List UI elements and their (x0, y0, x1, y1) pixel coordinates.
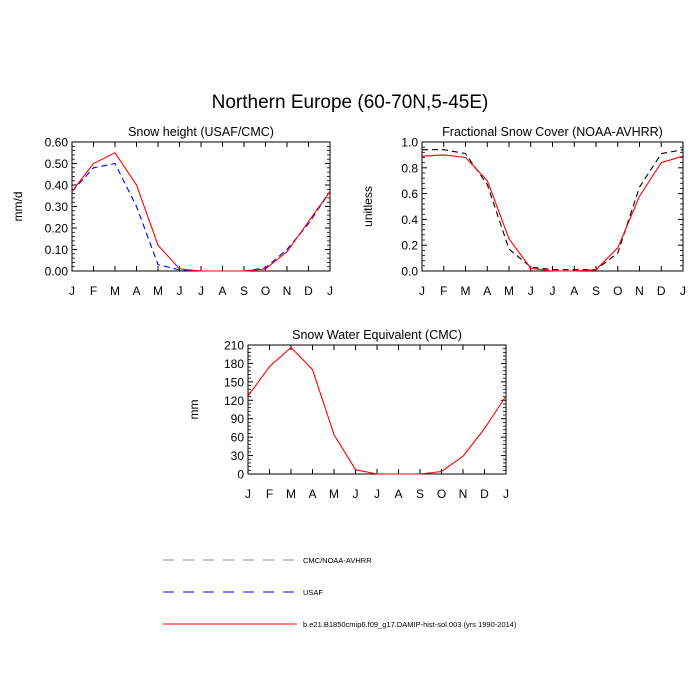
y-tick-label: 0.60 (45, 136, 69, 150)
x-tick-label: O (261, 284, 270, 298)
y-tick-label: 150 (224, 375, 244, 389)
x-tick-label: A (308, 487, 316, 501)
x-tick-label: J (550, 284, 556, 298)
x-tick-label: O (613, 284, 622, 298)
x-tick-label: M (504, 284, 514, 298)
y-tick-label: 0.40 (45, 179, 69, 193)
legend-item: b.e21.B1850cmip6.f09_g17.DAMIP-hist-sol.… (163, 620, 517, 629)
legend-label: b.e21.B1850cmip6.f09_g17.DAMIP-hist-sol.… (303, 620, 517, 629)
panel-title: Snow height (USAF/CMC) (128, 125, 274, 139)
y-axis-label: mm (187, 400, 201, 420)
y-tick-label: 180 (224, 357, 244, 371)
x-tick-label: D (657, 284, 666, 298)
plot-frame (421, 141, 684, 272)
y-tick-label: 60 (231, 431, 245, 445)
series-line (421, 154, 684, 272)
x-tick-label: J (198, 284, 204, 298)
x-tick-label: J (353, 487, 359, 501)
x-tick-label: O (437, 487, 446, 501)
chart-panel-1: Snow height (USAF/CMC) mm/d 0.00 0.10 0.20 0.… (11, 125, 333, 298)
panels: Snow height (USAF/CMC)mm/d0.000.100.200.… (11, 125, 686, 501)
panel-title: Fractional Snow Cover (NOAA-AVHRR) (442, 125, 663, 139)
x-tick-label: M (461, 284, 471, 298)
series-line (422, 149, 684, 271)
y-tick-label: 120 (224, 394, 244, 408)
x-tick-label: J (503, 487, 509, 501)
figure-title: Northern Europe (60-70N,5-45E) (212, 92, 489, 113)
x-tick-label: S (416, 487, 424, 501)
x-tick-label: J (680, 284, 686, 298)
chart-panel-3: Snow Water Equivalent (CMC) mm 0 30 60 90 120 1… (187, 328, 509, 501)
chart-panel-2: Fractional Snow Cover (NOAA-AVHRR) unitle… (361, 125, 686, 298)
x-tick-label: A (570, 284, 578, 298)
series-line (71, 162, 331, 272)
y-tick-label: 0 (237, 468, 244, 482)
x-tick-label: S (240, 284, 248, 298)
y-tick-label: 0.2 (401, 239, 418, 253)
x-tick-label: M (329, 487, 339, 501)
x-tick-label: J (245, 487, 251, 501)
legend-label: CMC/NOAA-AVHRR (303, 556, 372, 565)
x-tick-label: J (177, 284, 183, 298)
y-tick-label: 1.0 (401, 136, 418, 150)
x-tick-label: M (110, 284, 120, 298)
x-tick-label: A (218, 284, 226, 298)
x-tick-label: J (327, 284, 333, 298)
y-tick-label: 210 (224, 339, 244, 353)
x-tick-label: M (286, 487, 296, 501)
plot-frame (71, 141, 331, 272)
x-tick-label: J (419, 284, 425, 298)
legend-item: USAF (163, 588, 323, 597)
panel-title: Snow Water Equivalent (CMC) (292, 328, 462, 342)
y-tick-label: 0.50 (45, 157, 69, 171)
x-tick-label: M (153, 284, 163, 298)
x-tick-label: A (483, 284, 491, 298)
x-tick-label: S (592, 284, 600, 298)
y-axis-label: mm/d (11, 192, 25, 222)
x-tick-label: J (69, 284, 75, 298)
y-tick-label: 0.4 (401, 213, 418, 227)
x-tick-label: J (374, 487, 380, 501)
y-tick-label: 0.8 (401, 161, 418, 175)
x-tick-label: N (635, 284, 644, 298)
x-tick-label: D (304, 284, 313, 298)
y-tick-label: 90 (231, 412, 245, 426)
series-line (247, 346, 507, 475)
legend-item: CMC/NOAA-AVHRR (163, 556, 372, 565)
x-tick-label: F (266, 487, 273, 501)
x-tick-label: F (440, 284, 447, 298)
x-tick-label: D (480, 487, 489, 501)
x-tick-label: N (459, 487, 468, 501)
plot-frame (247, 344, 507, 475)
x-tick-label: A (132, 284, 140, 298)
x-tick-label: A (394, 487, 402, 501)
y-tick-label: 0.6 (401, 187, 418, 201)
x-tick-label: J (528, 284, 534, 298)
series-line (71, 152, 331, 272)
y-tick-label: 0.30 (45, 200, 69, 214)
x-tick-label: F (90, 284, 97, 298)
y-tick-label: 0.00 (45, 265, 69, 279)
legend: CMC/NOAA-AVHRR USAF b.e21.B1850cmip6.f09_g… (163, 556, 517, 629)
legend-label: USAF (303, 588, 323, 597)
y-tick-label: 0.20 (45, 222, 69, 236)
y-axis-label: unitless (361, 186, 375, 227)
x-tick-label: N (283, 284, 292, 298)
y-tick-label: 30 (231, 449, 245, 463)
y-tick-label: 0.0 (401, 265, 418, 279)
y-tick-label: 0.10 (45, 243, 69, 257)
